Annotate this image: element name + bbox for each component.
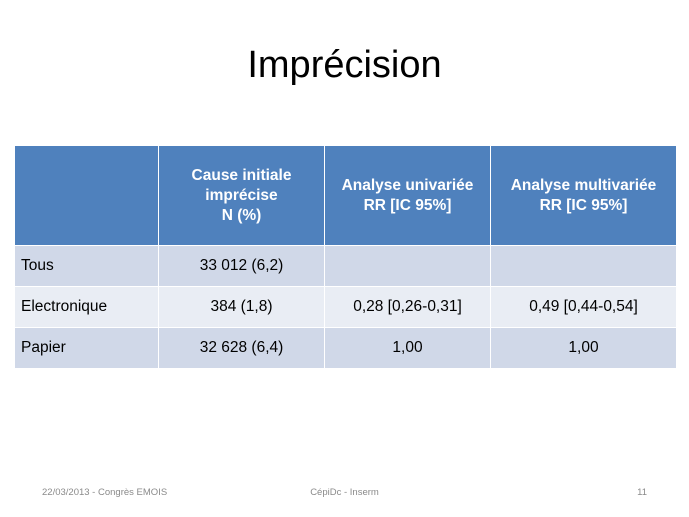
multivariee-cell: 1,00: [490, 327, 677, 369]
slide-title: Imprécision: [247, 44, 442, 86]
cause-cell: 33 012 (6,2): [158, 245, 325, 287]
row-label: Electronique: [14, 286, 159, 328]
header-analyse-multivariee: Analyse multivariée RR [IC 95%]: [490, 145, 677, 246]
table-row: Papier 32 628 (6,4) 1,00 1,00: [14, 327, 677, 369]
univariee-cell: [324, 245, 491, 287]
header-analyse-univariee: Analyse univariée RR [IC 95%]: [324, 145, 491, 246]
footer-organization: CépiDc - Inserm: [310, 487, 379, 498]
footer-date-event: 22/03/2013 - Congrès EMOIS: [42, 487, 168, 498]
univariee-cell: 0,28 [0,26-0,31]: [324, 286, 491, 328]
header-cause-initiale: Cause initiale imprécise N (%): [158, 145, 325, 246]
slide-number: 11: [637, 487, 647, 498]
multivariee-cell: 0,49 [0,44-0,54]: [490, 286, 677, 328]
cause-cell: 384 (1,8): [158, 286, 325, 328]
multivariee-cell: [490, 245, 677, 287]
cause-cell: 32 628 (6,4): [158, 327, 325, 369]
row-label: Papier: [14, 327, 159, 369]
table-header-row: Cause initiale imprécise N (%) Analyse u…: [14, 145, 677, 246]
results-table: Cause initiale imprécise N (%) Analyse u…: [14, 145, 677, 369]
univariee-cell: 1,00: [324, 327, 491, 369]
table-row: Tous 33 012 (6,2): [14, 245, 677, 287]
header-empty-cell: [14, 145, 159, 246]
row-label: Tous: [14, 245, 159, 287]
table-row: Electronique 384 (1,8) 0,28 [0,26-0,31] …: [14, 286, 677, 328]
